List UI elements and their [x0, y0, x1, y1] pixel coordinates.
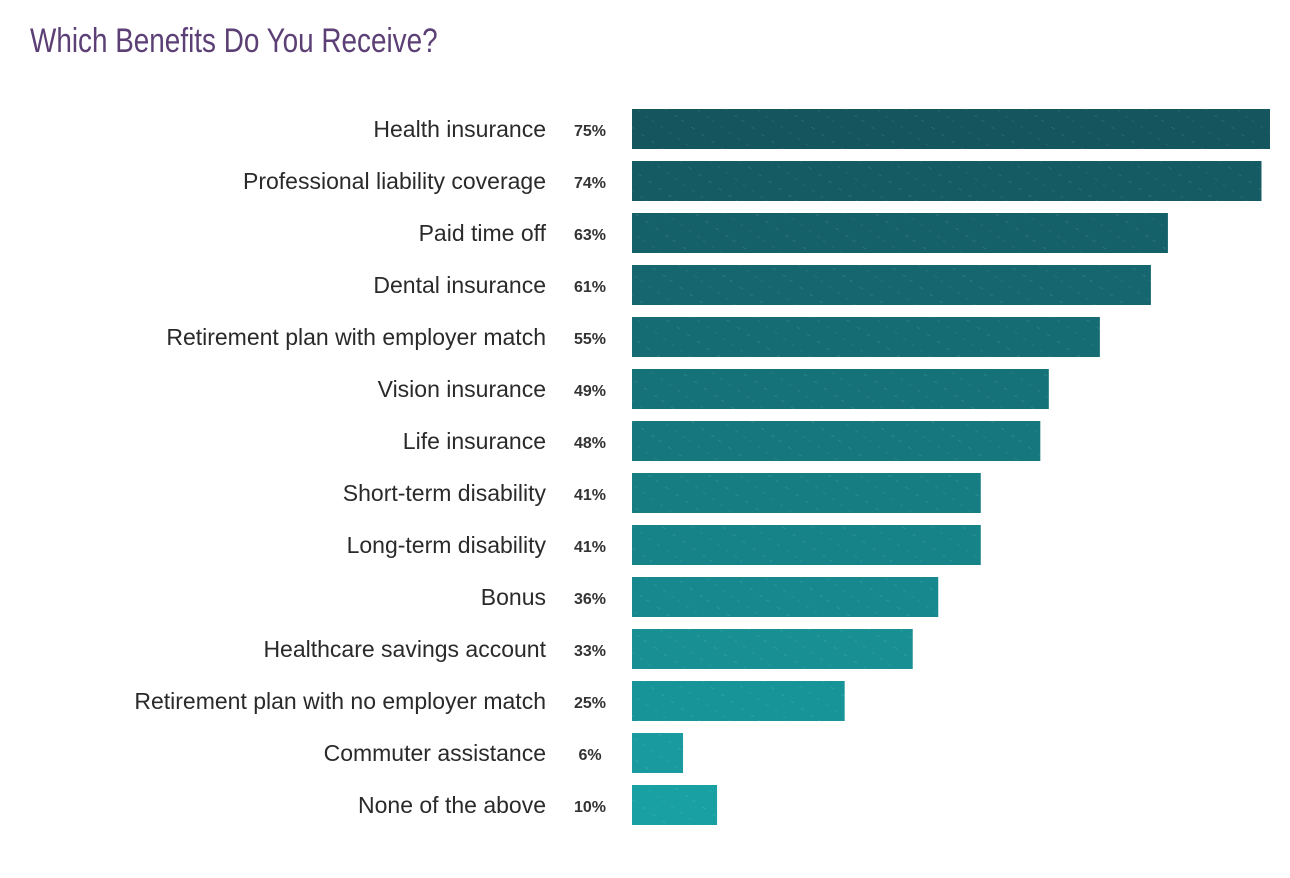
bar-texture — [632, 629, 913, 669]
bar-texture — [632, 421, 1041, 461]
value-label: 10% — [574, 799, 606, 816]
category-label: Short-term disability — [343, 480, 547, 506]
bar-texture — [632, 733, 684, 773]
category-label: Retirement plan with employer match — [166, 324, 546, 350]
value-label: 41% — [574, 539, 606, 556]
value-label: 25% — [574, 695, 606, 712]
category-label: Healthcare savings account — [263, 636, 546, 662]
value-label: 61% — [574, 279, 606, 296]
value-label: 49% — [574, 383, 606, 400]
bar-texture — [632, 785, 718, 825]
bar-texture — [632, 317, 1100, 357]
bar-texture — [632, 577, 939, 617]
bar-texture — [632, 213, 1168, 253]
category-label: Bonus — [481, 584, 546, 610]
category-label: Paid time off — [419, 220, 547, 246]
category-label: Life insurance — [403, 428, 546, 454]
value-label: 41% — [574, 487, 606, 504]
bar-texture — [632, 369, 1049, 409]
value-label: 33% — [574, 643, 606, 660]
value-label: 74% — [574, 175, 606, 192]
bar-texture — [632, 161, 1262, 201]
category-label: Dental insurance — [373, 272, 546, 298]
bar-texture — [632, 109, 1270, 149]
bar-texture — [632, 525, 981, 565]
category-label: Retirement plan with no employer match — [134, 688, 546, 714]
value-label: 75% — [574, 123, 606, 140]
category-label: Vision insurance — [378, 376, 546, 402]
category-label: Health insurance — [373, 116, 546, 142]
category-label: Commuter assistance — [324, 740, 546, 766]
bar-texture — [632, 681, 845, 721]
category-label: Professional liability coverage — [243, 168, 546, 194]
value-label: 36% — [574, 591, 606, 608]
bar-texture — [632, 265, 1151, 305]
category-label: Long-term disability — [347, 532, 547, 558]
value-label: 55% — [574, 331, 606, 348]
value-label: 48% — [574, 435, 606, 452]
bar-texture — [632, 473, 981, 513]
value-label: 6% — [578, 747, 601, 764]
chart-title: Which Benefits Do You Receive? — [30, 22, 438, 60]
category-label: None of the above — [358, 792, 546, 818]
value-label: 63% — [574, 227, 606, 244]
